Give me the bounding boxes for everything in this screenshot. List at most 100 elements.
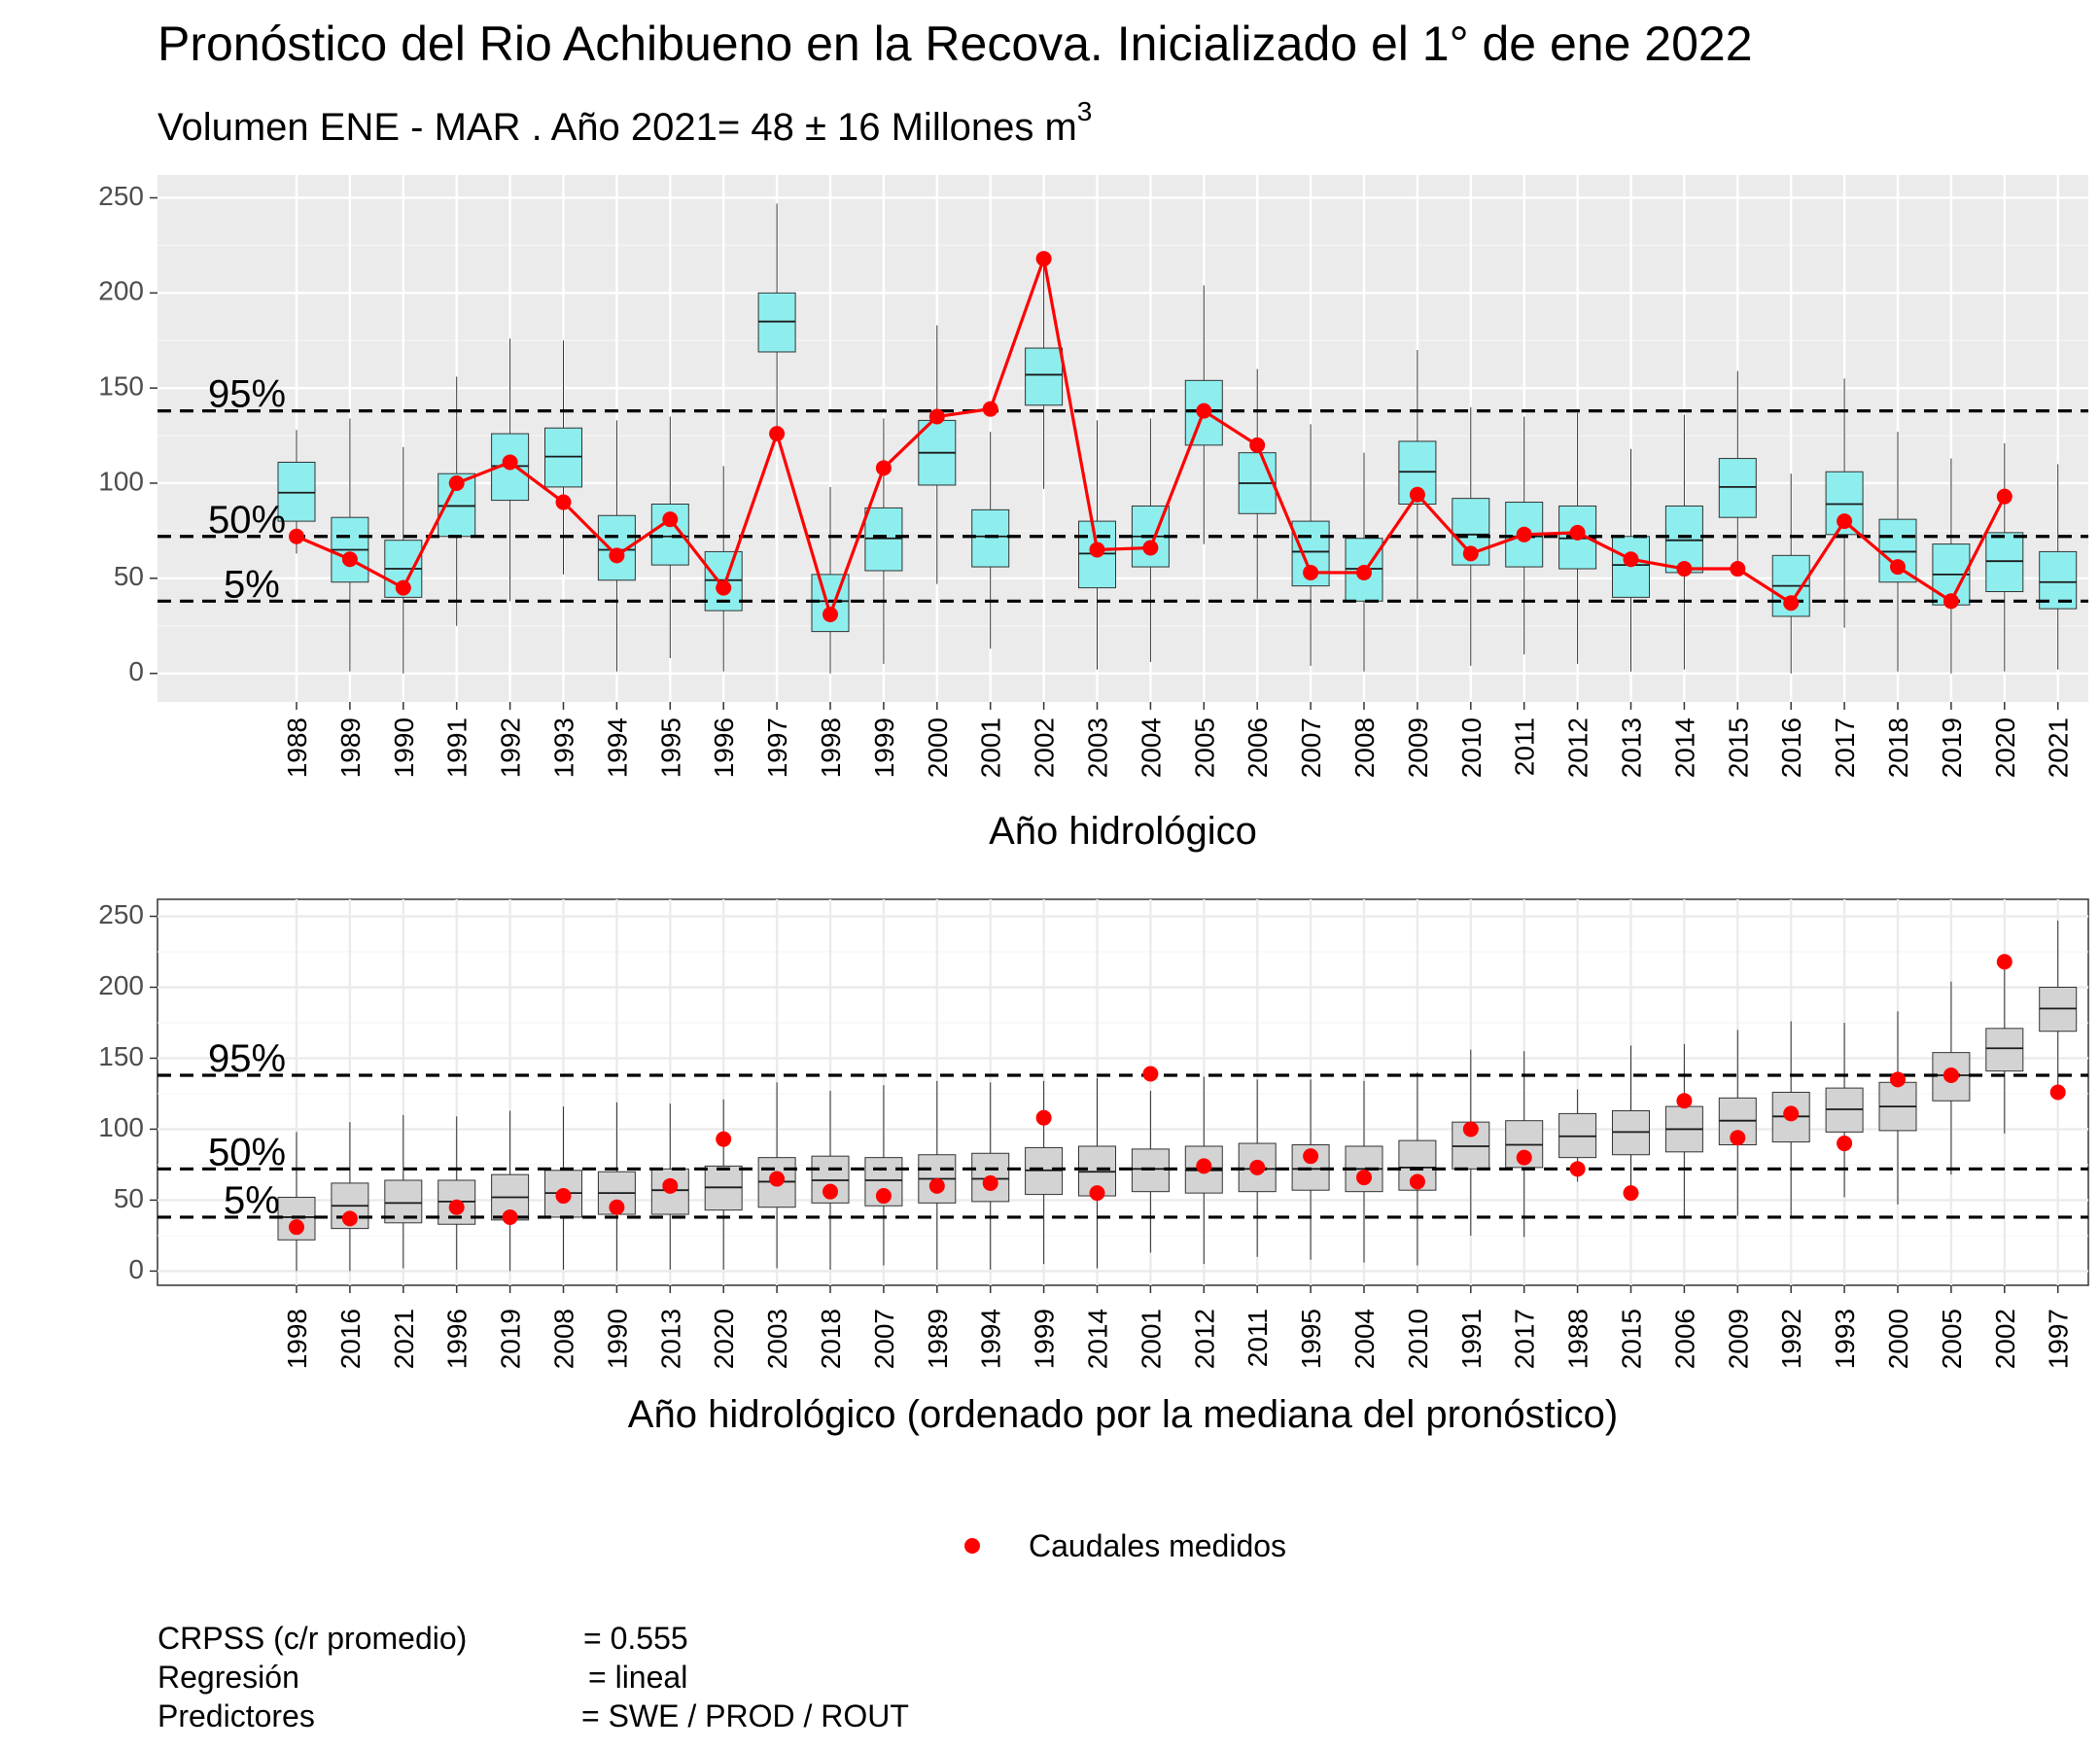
x-tick-label-2004: 2004 xyxy=(1136,718,1166,778)
observed-point-1998 xyxy=(289,1219,304,1236)
observed-point-1991 xyxy=(1462,1121,1479,1138)
y-tick-label: 0 xyxy=(128,656,144,686)
observed-point-2016 xyxy=(1783,595,1800,612)
observed-point-2001 xyxy=(1142,1066,1159,1082)
observed-point-1994 xyxy=(609,547,625,564)
x-tick-label-2009: 2009 xyxy=(1723,1309,1753,1369)
x-tick-label-2003: 2003 xyxy=(762,1309,792,1369)
x-tick-label-1997: 1997 xyxy=(2044,1309,2074,1369)
x-tick-label-2018: 2018 xyxy=(816,1309,846,1369)
x-tick-label-2005: 2005 xyxy=(1189,718,1219,778)
reference-label-95%: 95% xyxy=(208,1037,286,1080)
observed-point-2009 xyxy=(1409,486,1425,503)
x-tick-label-1998: 1998 xyxy=(282,1309,312,1369)
x-tick-label-2004: 2004 xyxy=(1349,1309,1380,1369)
observed-point-1996 xyxy=(448,1199,465,1215)
x-tick-label-2000: 2000 xyxy=(923,718,953,778)
x-tick-label-2014: 2014 xyxy=(1669,718,1699,778)
box-iqr-1988 xyxy=(277,461,316,522)
x-tick-label-2003: 2003 xyxy=(1083,718,1113,778)
x-tick-label-2006: 2006 xyxy=(1242,718,1273,778)
y-tick-label: 100 xyxy=(98,466,144,496)
y-tick-label: 100 xyxy=(98,1112,144,1142)
reference-label-95%: 95% xyxy=(208,373,286,416)
x-tick-label-2002: 2002 xyxy=(1990,1309,2020,1369)
observed-point-2003 xyxy=(1089,542,1105,558)
x-tick-label-1989: 1989 xyxy=(335,718,366,778)
observed-point-2007 xyxy=(875,1188,892,1205)
x-tick-label-1996: 1996 xyxy=(709,718,739,778)
x-tick-label-1999: 1999 xyxy=(1030,1309,1060,1369)
observed-point-1990 xyxy=(609,1199,625,1215)
x-tick-label-2009: 2009 xyxy=(1403,718,1433,778)
observed-point-2015 xyxy=(1623,1185,1639,1202)
x-tick-label-1997: 1997 xyxy=(762,718,792,778)
x-tick-label-2000: 2000 xyxy=(1883,1309,1913,1369)
x-tick-label-2020: 2020 xyxy=(1990,718,2020,778)
observed-point-1989 xyxy=(928,1177,945,1194)
observed-point-1988 xyxy=(289,528,304,544)
legend-observed-marker xyxy=(964,1538,980,1554)
top-panel: 0 50 100 150 200 250 95% 50% 5% 1988 1989 1990 1991 1… xyxy=(98,175,2088,853)
observed-point-1989 xyxy=(341,551,358,568)
observed-point-1996 xyxy=(716,579,732,596)
observed-point-2003 xyxy=(769,1171,786,1187)
x-tick-label-1993: 1993 xyxy=(1830,1309,1860,1369)
observed-point-2004 xyxy=(1356,1170,1372,1186)
x-tick-label-1995: 1995 xyxy=(1296,1309,1326,1369)
observed-point-1997 xyxy=(769,426,786,442)
observed-point-2002 xyxy=(1996,954,2012,970)
observed-point-1988 xyxy=(1569,1161,1586,1177)
bottom-panel: 0 50 100 150 200 250 95% 50% 5% 1998 2016 2021 1996 2… xyxy=(98,898,2089,1436)
x-tick-label-1998: 1998 xyxy=(816,718,846,778)
observed-point-2005 xyxy=(1196,402,1212,419)
observed-point-2001 xyxy=(982,401,998,417)
box-iqr-2002 xyxy=(1985,1028,2024,1072)
x-tick-label-2018: 2018 xyxy=(1883,718,1913,778)
observed-point-2008 xyxy=(1356,564,1372,580)
x-tick-label-2015: 2015 xyxy=(1617,1309,1647,1369)
chart-subtitle: Volumen ENE - MAR . Año 2021= 48 ± 16 Mi… xyxy=(158,96,1092,149)
stat-crpss-label: CRPSS (c/r promedio) xyxy=(158,1621,467,1656)
box-iqr-1999 xyxy=(864,507,903,572)
x-tick-label-2016: 2016 xyxy=(1776,718,1806,778)
observed-point-2013 xyxy=(662,1177,679,1194)
legend: Caudales medidos xyxy=(964,1528,1286,1563)
x-tick-label-1993: 1993 xyxy=(549,718,579,778)
reference-label-5%: 5% xyxy=(224,1179,280,1222)
observed-point-1994 xyxy=(982,1174,998,1191)
observed-point-1995 xyxy=(1303,1148,1319,1165)
x-tick-label-2019: 2019 xyxy=(1937,718,1967,778)
x-tick-label-1991: 1991 xyxy=(442,718,472,778)
x-tick-label-2010: 2010 xyxy=(1456,718,1487,778)
box-iqr-2021 xyxy=(2039,550,2078,610)
legend-observed-label: Caudales medidos xyxy=(1029,1528,1286,1563)
x-tick-label-2013: 2013 xyxy=(1617,718,1647,778)
observed-point-2017 xyxy=(1837,513,1853,530)
x-tick-label-1995: 1995 xyxy=(655,718,685,778)
box-iqr-2003 xyxy=(1078,520,1116,589)
y-tick-label: 150 xyxy=(98,371,144,402)
observed-point-1999 xyxy=(1035,1109,1052,1126)
observed-point-2018 xyxy=(822,1183,838,1200)
observed-point-2009 xyxy=(1730,1130,1746,1146)
observed-point-2000 xyxy=(1890,1071,1906,1088)
x-tick-label-2006: 2006 xyxy=(1669,1309,1699,1369)
subtitle-superscript: 3 xyxy=(1077,96,1093,126)
stat-predictores-value: = SWE / PROD / ROUT xyxy=(581,1698,909,1733)
observed-point-1993 xyxy=(555,494,572,510)
observed-point-2008 xyxy=(555,1188,572,1205)
x-tick-label-1988: 1988 xyxy=(282,718,312,778)
plot-background xyxy=(158,175,2088,702)
observed-point-2019 xyxy=(1942,593,1959,610)
y-tick-label: 200 xyxy=(98,276,144,306)
y-tick-label: 0 xyxy=(128,1254,144,1284)
observed-point-2012 xyxy=(1569,524,1586,541)
plot-background xyxy=(157,898,2089,1286)
x-tick-label-2001: 2001 xyxy=(976,718,1006,778)
reference-label-50%: 50% xyxy=(208,499,286,542)
observed-point-1995 xyxy=(662,511,679,528)
stat-regresion-value: = lineal xyxy=(588,1660,687,1695)
reference-label-5%: 5% xyxy=(224,563,280,606)
x-tick-label-2010: 2010 xyxy=(1403,1309,1433,1369)
